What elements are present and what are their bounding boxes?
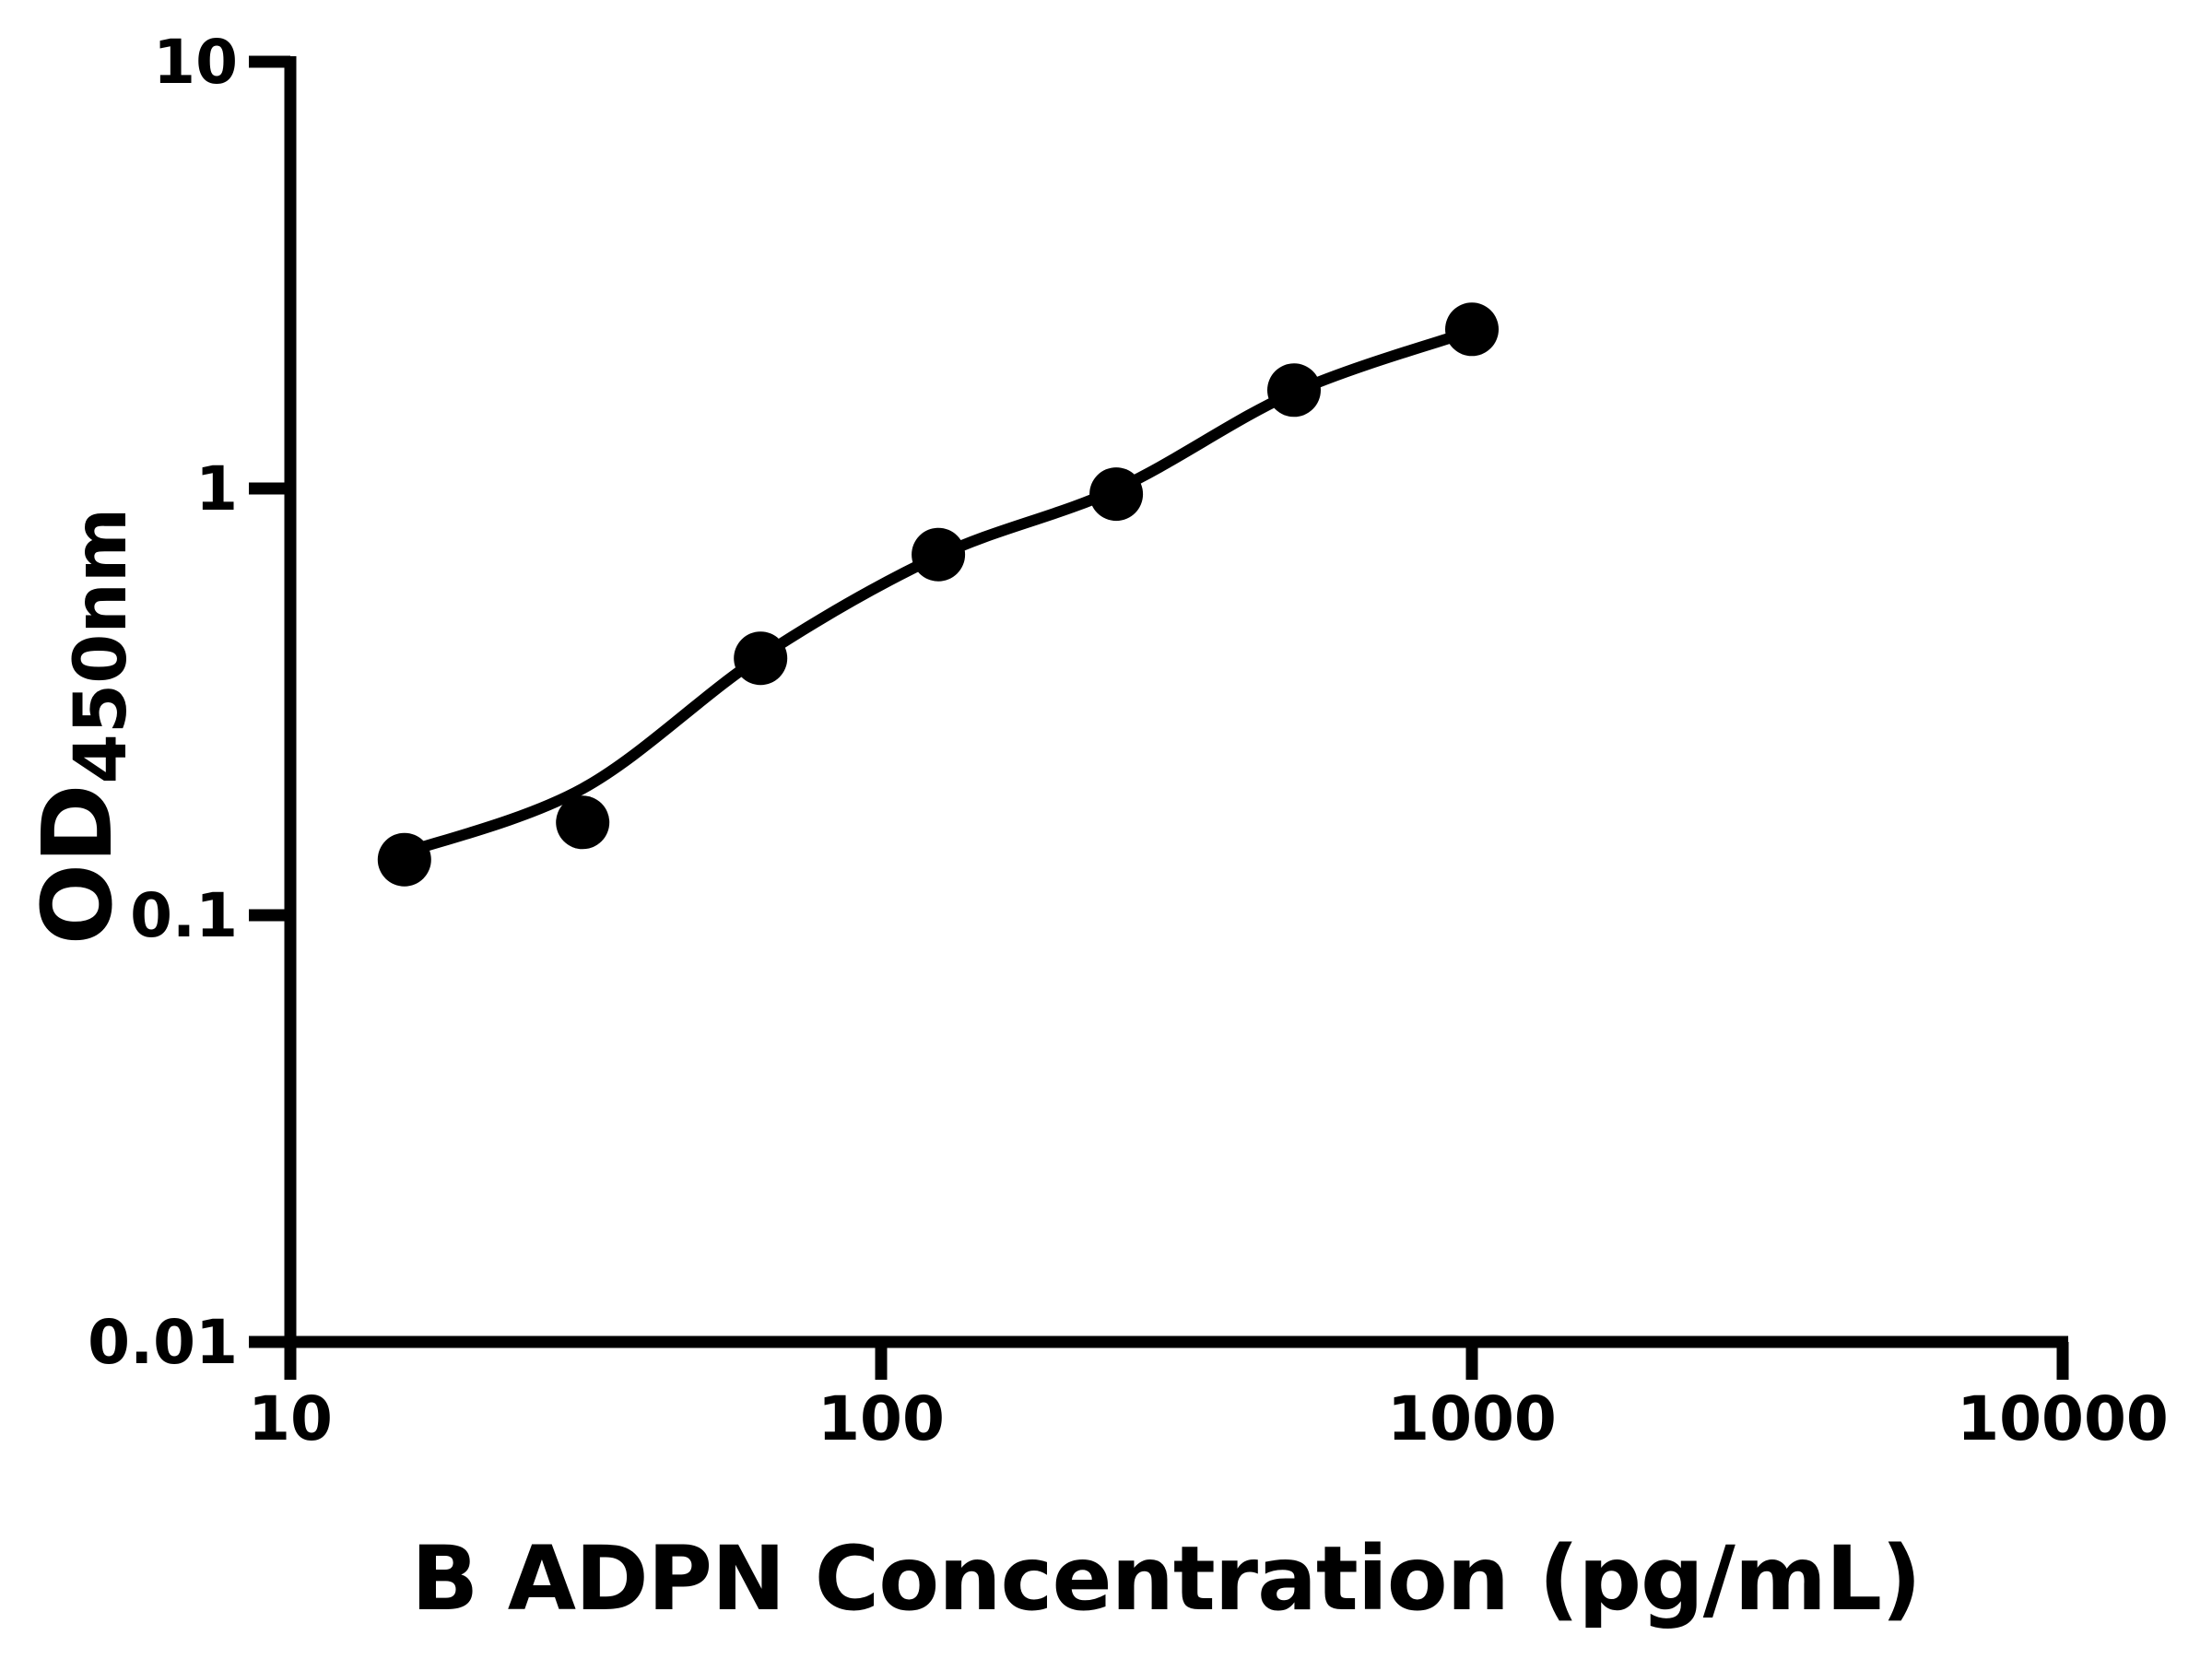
y-tick-label: 0.1: [130, 880, 238, 951]
data-point-marker: [1267, 363, 1321, 418]
data-point-marker: [734, 631, 788, 686]
x-tick-label: 1000: [1387, 1383, 1557, 1454]
data-point-marker: [912, 527, 966, 582]
data-point-marker: [377, 832, 431, 887]
x-tick-label: 100: [818, 1383, 945, 1454]
data-point-marker: [556, 795, 610, 850]
y-axis-title-subscript: 450nm: [60, 507, 143, 784]
y-tick-label: 10: [153, 27, 238, 98]
data-point-marker: [1089, 467, 1144, 522]
x-tick-label: 10000: [1957, 1383, 2169, 1454]
y-tick-label: 1: [195, 453, 238, 524]
y-axis-title-main: OD: [21, 783, 134, 946]
y-tick-label: 0.01: [88, 1307, 238, 1378]
data-point-marker: [1445, 302, 1499, 357]
y-axis-title: OD450nm: [21, 508, 143, 946]
x-tick-label: 10: [248, 1383, 333, 1454]
x-axis-title: B ADPN Concentration (pg/mL): [411, 1527, 1922, 1630]
